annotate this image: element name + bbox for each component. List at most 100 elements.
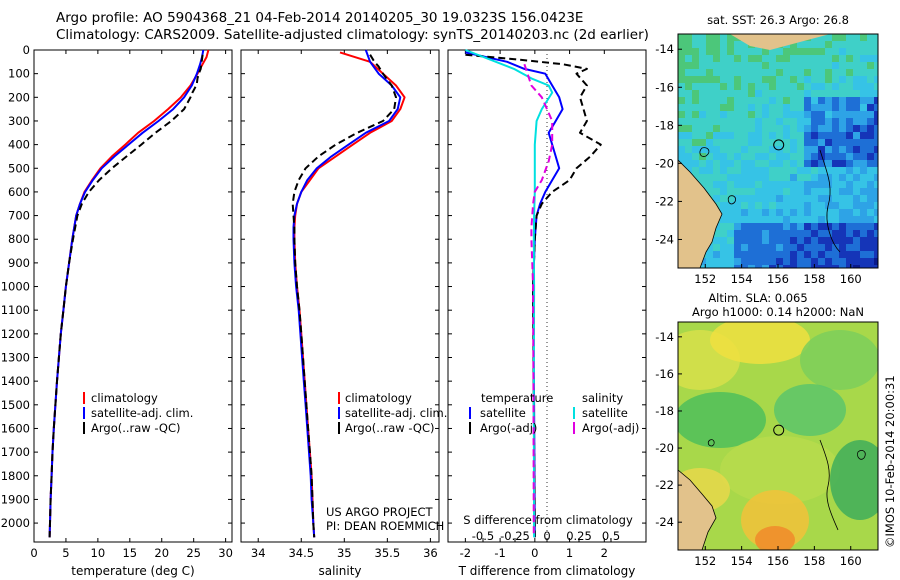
sst-contour-3 xyxy=(727,195,736,205)
sst-cell xyxy=(734,174,741,181)
sst-cell xyxy=(825,258,832,265)
sst-cell xyxy=(804,97,811,104)
sst-cell xyxy=(706,34,713,41)
sst-cell xyxy=(783,111,790,118)
sst-cell xyxy=(720,230,727,237)
series-line-argo-raw-qc- xyxy=(291,54,397,538)
sst-cell xyxy=(755,69,762,76)
sst-cell xyxy=(678,118,685,125)
sst-cell xyxy=(846,251,853,258)
sst-cell xyxy=(755,202,762,209)
sst-cell xyxy=(755,167,762,174)
sst-cell xyxy=(790,265,797,268)
sst-cell xyxy=(762,265,769,268)
sst-cell xyxy=(755,209,762,216)
sst-cell xyxy=(853,132,860,139)
sst-cell xyxy=(853,258,860,265)
sst-cell xyxy=(832,90,839,97)
sst-cell xyxy=(776,48,783,55)
x-tick-label: 0 xyxy=(30,546,37,560)
sst-cell xyxy=(797,76,804,83)
sst-cell xyxy=(832,174,839,181)
sst-cell xyxy=(832,146,839,153)
sst-cell xyxy=(783,139,790,146)
sst-cell xyxy=(769,258,776,265)
s-difference-axis: -0.5 -0.25 0 0.25 0.5 xyxy=(472,529,620,543)
sst-cell xyxy=(783,146,790,153)
sst-cell xyxy=(874,209,878,216)
sst-cell xyxy=(825,251,832,258)
sst-cell xyxy=(867,139,874,146)
sst-cell xyxy=(727,153,734,160)
sst-map: sat. SST: 26.3 Argo: 26.8 152 154 156 158 16… xyxy=(655,13,879,286)
sst-cell xyxy=(727,216,734,223)
sst-cell xyxy=(776,216,783,223)
x-tick-label: 20 xyxy=(154,546,169,560)
sst-cell xyxy=(874,160,878,167)
sst-cell xyxy=(825,55,832,62)
sst-cell xyxy=(846,202,853,209)
sst-cell xyxy=(762,237,769,244)
sst-cell xyxy=(720,216,727,223)
sst-cell xyxy=(720,174,727,181)
sst-cell xyxy=(874,258,878,265)
sst-cell xyxy=(727,48,734,55)
sst-cell xyxy=(804,265,811,268)
sst-cell xyxy=(825,167,832,174)
sst-cell xyxy=(727,76,734,83)
sst-contour-2 xyxy=(699,147,710,157)
sst-cell xyxy=(755,244,762,251)
sst-cell xyxy=(755,118,762,125)
map-x-tick-label: 160 xyxy=(840,272,862,286)
sst-cell xyxy=(811,223,818,230)
sst-cell xyxy=(741,258,748,265)
sst-cell xyxy=(839,48,846,55)
sst-cell xyxy=(685,111,692,118)
sst-cell xyxy=(790,153,797,160)
sst-cell xyxy=(762,48,769,55)
sst-cell xyxy=(839,195,846,202)
sst-cell xyxy=(706,104,713,111)
sst-cell xyxy=(839,146,846,153)
sst-cell xyxy=(867,41,874,48)
sst-cell xyxy=(713,97,720,104)
sst-cell xyxy=(846,195,853,202)
x-tick-label: -1 xyxy=(494,546,505,560)
sst-cell xyxy=(804,244,811,251)
sst-cell xyxy=(713,118,720,125)
sst-cell xyxy=(706,125,713,132)
sst-cell xyxy=(769,132,776,139)
sst-cell xyxy=(867,97,874,104)
sst-cell xyxy=(804,230,811,237)
salinity-x-axis: 34 34.5 35 35.5 36 xyxy=(251,50,438,560)
sst-cell xyxy=(818,216,825,223)
sst-cell xyxy=(839,265,846,268)
sst-cell xyxy=(853,41,860,48)
sst-cell xyxy=(790,209,797,216)
sst-cell xyxy=(706,55,713,62)
sst-cell xyxy=(762,251,769,258)
sst-cell xyxy=(769,202,776,209)
sst-cell xyxy=(720,167,727,174)
map-y-tick-label: -14 xyxy=(655,330,674,344)
sst-cell xyxy=(804,83,811,90)
sst-cell xyxy=(811,48,818,55)
difference-legend: temperature salinity satellite Argo(-adj… xyxy=(469,391,639,435)
sst-cell xyxy=(832,258,839,265)
sst-cell xyxy=(818,237,825,244)
sst-cell xyxy=(741,160,748,167)
sst-cell xyxy=(720,223,727,230)
sst-cell xyxy=(860,265,867,268)
depth-tick-label: 200 xyxy=(8,90,30,104)
sst-cell xyxy=(874,251,878,258)
sst-cell xyxy=(713,251,720,258)
sst-cell xyxy=(734,237,741,244)
sst-cell xyxy=(867,62,874,69)
map-y-tick-label: -22 xyxy=(655,478,674,492)
sla-blob xyxy=(710,322,810,364)
sst-cell xyxy=(769,153,776,160)
sla-blob xyxy=(830,440,878,520)
sst-cell xyxy=(860,216,867,223)
sst-cell xyxy=(727,237,734,244)
sst-cell xyxy=(790,90,797,97)
